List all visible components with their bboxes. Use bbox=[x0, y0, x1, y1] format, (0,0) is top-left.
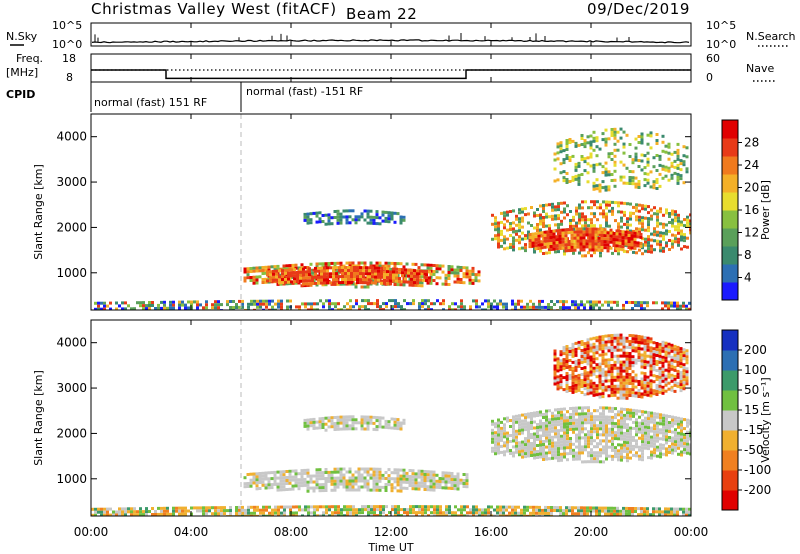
colorbar-swatch-6 bbox=[722, 370, 738, 391]
power-echo-region-6 bbox=[553, 127, 689, 193]
colorbar-tick--200: -200 bbox=[744, 483, 771, 497]
date-label: 09/Dec/2019 bbox=[587, 0, 690, 18]
range-tick-1000: 1000 bbox=[56, 266, 87, 280]
power-echo-region-7 bbox=[94, 299, 691, 310]
colorbar-tick-12: 12 bbox=[744, 226, 759, 240]
nsky-tick-high: 10^5 bbox=[52, 19, 82, 32]
range-tick-2000: 2000 bbox=[56, 220, 87, 234]
cpid-segment-1: normal (fast) 151 RF bbox=[94, 96, 207, 109]
colorbar-swatch-5 bbox=[722, 390, 738, 411]
power-colorbar-title: Power [dB] bbox=[759, 180, 772, 240]
colorbar-swatch-3 bbox=[722, 430, 738, 451]
colorbar-swatch-6 bbox=[722, 174, 738, 193]
time-axis-label: Time UT bbox=[367, 541, 413, 554]
range-tick-3000: 3000 bbox=[56, 175, 87, 189]
cpid-panel: CPID normal (fast) 151 RF normal (fast) … bbox=[6, 82, 363, 112]
colorbar-swatch-3 bbox=[722, 228, 738, 247]
nave-tick-low: 0 bbox=[706, 71, 713, 84]
time-axis: 00:00 04:00 08:00 12:00 16:00 20:00 00:00 bbox=[74, 23, 709, 539]
power-echo-region-5 bbox=[528, 227, 643, 253]
nsearch-tick-high: 10^5 bbox=[706, 19, 736, 32]
power-echo-region-3 bbox=[303, 209, 406, 226]
colorbar-swatch-7 bbox=[722, 156, 738, 175]
power-echo-region-2 bbox=[266, 266, 431, 286]
colorbar-tick-15: 15 bbox=[744, 403, 759, 417]
range-tick-1000: 1000 bbox=[56, 472, 87, 486]
time-tick-5: 20:00 bbox=[574, 525, 609, 539]
colorbar-swatch-0 bbox=[722, 490, 738, 511]
time-tick-1: 04:00 bbox=[174, 525, 209, 539]
colorbar-swatch-1 bbox=[722, 470, 738, 491]
freq-unit: [MHz] bbox=[6, 66, 38, 79]
time-tick-2: 08:00 bbox=[274, 525, 309, 539]
colorbar-tick--50: -50 bbox=[744, 443, 764, 457]
range-tick-4000: 4000 bbox=[56, 336, 87, 350]
colorbar-tick-24: 24 bbox=[744, 158, 759, 172]
velocity-colorbar: 200 100 50 15 -15 -50 -100 -200 Velocity [m s⁻¹… bbox=[721, 329, 772, 511]
colorbar-swatch-9 bbox=[722, 120, 738, 139]
freq-tick-high: 18 bbox=[62, 52, 76, 65]
colorbar-tick-16: 16 bbox=[744, 203, 759, 217]
velocity-echo-region-5 bbox=[91, 505, 691, 516]
cpid-segment-2: normal (fast) -151 RF bbox=[246, 85, 363, 98]
power-colorbar: 28 24 20 16 12 8 4 Power [dB] bbox=[721, 119, 772, 301]
freq-tick-low: 8 bbox=[66, 71, 73, 84]
beam-label: Beam 22 bbox=[346, 5, 417, 23]
colorbar-tick--100: -100 bbox=[744, 463, 771, 477]
power-ylabel: Slant Range [km] bbox=[32, 164, 45, 260]
colorbar-tick-28: 28 bbox=[744, 136, 759, 150]
nsearch-label: N.Search bbox=[746, 30, 796, 43]
freq-label: Freq. bbox=[16, 52, 43, 65]
velocity-echo-region-4 bbox=[553, 333, 689, 400]
colorbar-tick-100: 100 bbox=[744, 363, 767, 377]
colorbar-swatch-0 bbox=[722, 282, 738, 301]
velocity-panel: 1000 2000 3000 4000 Slant Range [km] bbox=[32, 319, 692, 517]
colorbar-swatch-1 bbox=[722, 264, 738, 283]
noise-panel: N.Sky 10^5 10^0 10^5 10^0 N.Search bbox=[6, 19, 796, 51]
colorbar-tick-200: 200 bbox=[744, 343, 767, 357]
time-tick-4: 16:00 bbox=[474, 525, 509, 539]
colorbar-swatch-2 bbox=[722, 450, 738, 471]
colorbar-swatch-8 bbox=[722, 138, 738, 157]
colorbar-swatch-2 bbox=[722, 246, 738, 265]
frequency-panel: Freq. [MHz] 18 8 60 0 Nave bbox=[6, 52, 775, 84]
time-tick-3: 12:00 bbox=[374, 525, 409, 539]
velocity-colorbar-title: Velocity [m s⁻¹] bbox=[759, 377, 772, 462]
cpid-label: CPID bbox=[6, 88, 35, 101]
colorbar-swatch-7 bbox=[722, 350, 738, 371]
nsearch-tick-low: 10^0 bbox=[706, 38, 736, 51]
colorbar-swatch-5 bbox=[722, 192, 738, 211]
colorbar-swatch-4 bbox=[722, 410, 738, 431]
range-tick-2000: 2000 bbox=[56, 426, 87, 440]
colorbar-tick-8: 8 bbox=[744, 248, 752, 262]
nave-label: Nave bbox=[746, 62, 774, 75]
colorbar-tick--15: -15 bbox=[744, 423, 764, 437]
velocity-echo-region-2 bbox=[303, 415, 406, 432]
power-panel: 1000 2000 3000 4000 Slant Range [km] bbox=[32, 113, 692, 311]
time-tick-0: 00:00 bbox=[74, 525, 109, 539]
radar-title: Christmas Valley West (fitACF) bbox=[91, 0, 337, 18]
colorbar-tick-50: 50 bbox=[744, 383, 759, 397]
nave-tick-high: 60 bbox=[706, 52, 720, 65]
velocity-echo-region-3 bbox=[491, 406, 691, 464]
velocity-echo-region-1 bbox=[243, 467, 469, 493]
colorbar-swatch-4 bbox=[722, 210, 738, 229]
nsky-label: N.Sky bbox=[6, 30, 38, 43]
colorbar-swatch-8 bbox=[722, 330, 738, 351]
colorbar-tick-4: 4 bbox=[744, 271, 752, 285]
range-tick-3000: 3000 bbox=[56, 381, 87, 395]
velocity-ylabel: Slant Range [km] bbox=[32, 370, 45, 466]
range-tick-4000: 4000 bbox=[56, 130, 87, 144]
nsky-tick-low: 10^0 bbox=[52, 38, 82, 51]
colorbar-tick-20: 20 bbox=[744, 181, 759, 195]
time-tick-6: 00:00 bbox=[674, 525, 709, 539]
